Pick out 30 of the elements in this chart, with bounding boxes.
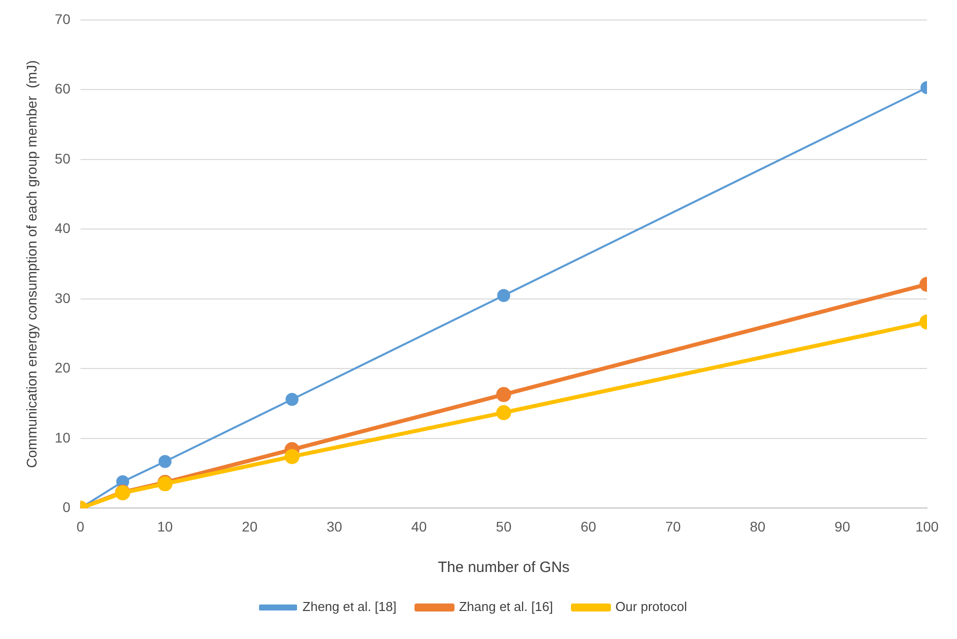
point <box>496 387 512 402</box>
point <box>286 392 299 406</box>
point <box>158 454 172 468</box>
point <box>497 288 510 302</box>
point <box>496 405 512 420</box>
x-axis-title: The number of GNs <box>438 559 570 576</box>
x-tick-label: 10 <box>157 518 174 534</box>
legend-label: Our protocol <box>615 599 688 614</box>
x-tick-label: 40 <box>411 518 428 534</box>
y-tick-label: 10 <box>54 429 71 446</box>
point <box>284 449 300 464</box>
x-tick-label: 20 <box>242 518 258 534</box>
x-tick-label: 50 <box>496 518 512 534</box>
x-tick-label: 100 <box>915 518 939 534</box>
x-tick-label: 90 <box>834 518 850 534</box>
y-tick-label: 60 <box>54 80 71 97</box>
x-tick-label: 70 <box>665 518 682 534</box>
x-tick-label: 80 <box>750 518 766 534</box>
y-axis-title: Communication energy consumption of each group member (mJ) <box>23 60 40 468</box>
y-tick-label: 40 <box>54 220 71 236</box>
x-tick-label: 0 <box>76 518 84 534</box>
y-tick-label: 20 <box>54 360 71 376</box>
y-tick-label: 30 <box>54 290 71 306</box>
x-tick-label: 60 <box>580 518 596 534</box>
legend-label: Zhang et al. [16] <box>458 599 553 614</box>
legend-label: Zheng et al. [18] <box>302 599 396 614</box>
y-tick-label: 70 <box>54 10 71 27</box>
y-tick-label: 0 <box>62 499 71 516</box>
x-tick-label: 30 <box>326 518 342 534</box>
y-tick-label: 50 <box>54 150 71 166</box>
